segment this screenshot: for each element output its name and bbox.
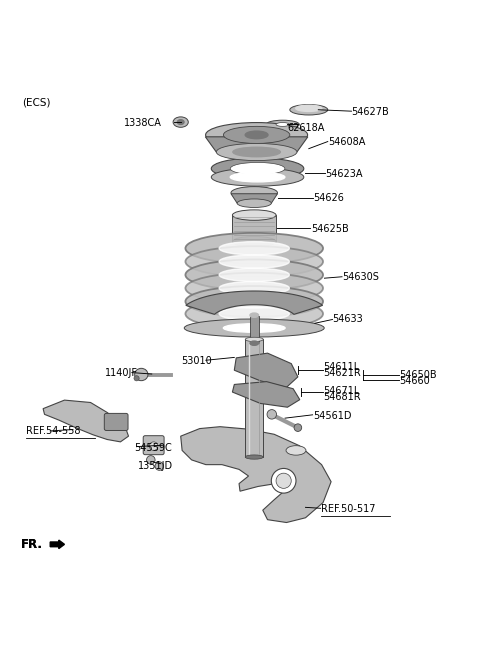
Circle shape [146, 456, 155, 464]
FancyBboxPatch shape [143, 436, 164, 455]
Ellipse shape [230, 163, 285, 174]
Ellipse shape [267, 409, 276, 419]
Ellipse shape [223, 127, 290, 144]
Ellipse shape [290, 104, 328, 115]
Ellipse shape [286, 445, 306, 455]
Polygon shape [234, 353, 298, 387]
Ellipse shape [185, 298, 323, 329]
Polygon shape [180, 426, 331, 523]
Circle shape [155, 462, 164, 470]
Text: 54559C: 54559C [135, 443, 172, 453]
Circle shape [149, 442, 158, 451]
Ellipse shape [250, 341, 259, 345]
Ellipse shape [205, 123, 308, 147]
FancyArrow shape [50, 540, 64, 548]
Polygon shape [186, 291, 323, 314]
Bar [250, 316, 259, 343]
Ellipse shape [296, 105, 322, 112]
Ellipse shape [276, 473, 291, 488]
Ellipse shape [219, 241, 289, 255]
Text: 54681R: 54681R [323, 392, 360, 401]
Polygon shape [205, 137, 308, 152]
Ellipse shape [233, 147, 280, 157]
Polygon shape [231, 194, 277, 203]
Ellipse shape [219, 295, 289, 308]
Ellipse shape [185, 246, 323, 277]
Polygon shape [232, 382, 300, 407]
Text: 53010: 53010 [180, 356, 212, 366]
Ellipse shape [135, 368, 148, 380]
Ellipse shape [173, 117, 188, 127]
Ellipse shape [211, 168, 304, 186]
Ellipse shape [232, 210, 276, 220]
Text: 54671L: 54671L [323, 386, 360, 396]
Ellipse shape [178, 119, 184, 125]
Ellipse shape [219, 268, 289, 281]
Ellipse shape [185, 259, 323, 291]
Ellipse shape [245, 131, 268, 138]
Ellipse shape [245, 337, 263, 342]
Ellipse shape [185, 273, 323, 304]
Text: 54621R: 54621R [323, 368, 361, 378]
Text: 62618A: 62618A [288, 123, 325, 133]
Ellipse shape [271, 468, 296, 493]
Text: REF.50-517: REF.50-517 [321, 504, 375, 514]
Ellipse shape [223, 323, 285, 333]
Ellipse shape [219, 307, 289, 320]
Text: 54561D: 54561D [313, 411, 352, 420]
Text: 54623A: 54623A [325, 169, 363, 179]
Text: 1351JD: 1351JD [138, 461, 173, 470]
Text: 54633: 54633 [333, 314, 363, 325]
Ellipse shape [185, 233, 323, 264]
Ellipse shape [276, 123, 289, 127]
Ellipse shape [266, 120, 300, 129]
Text: (ECS): (ECS) [22, 98, 50, 108]
Ellipse shape [245, 455, 263, 459]
Bar [245, 339, 263, 457]
Text: 54650B: 54650B [399, 371, 437, 380]
Ellipse shape [185, 286, 323, 317]
Bar [232, 215, 276, 241]
Text: REF.54-558: REF.54-558 [25, 426, 80, 436]
Text: 54660: 54660 [399, 376, 430, 386]
Ellipse shape [211, 158, 304, 179]
Text: 1140JF: 1140JF [105, 367, 138, 378]
Ellipse shape [237, 199, 271, 207]
Text: 54627B: 54627B [351, 107, 389, 117]
Text: 54630S: 54630S [342, 272, 379, 282]
Ellipse shape [219, 281, 289, 295]
Text: 54608A: 54608A [328, 136, 365, 146]
Ellipse shape [232, 236, 276, 247]
Ellipse shape [231, 186, 277, 199]
FancyBboxPatch shape [104, 413, 128, 430]
Text: FR.: FR. [21, 538, 43, 551]
Ellipse shape [219, 255, 289, 268]
Text: 54625B: 54625B [311, 224, 349, 234]
Ellipse shape [250, 313, 259, 318]
Ellipse shape [216, 144, 297, 161]
Ellipse shape [134, 376, 139, 381]
Ellipse shape [184, 319, 324, 337]
Ellipse shape [230, 173, 285, 182]
Ellipse shape [294, 424, 301, 432]
Text: FR.: FR. [21, 538, 43, 551]
Text: 54611L: 54611L [323, 362, 359, 372]
Text: 54626: 54626 [313, 194, 345, 203]
Text: 1338CA: 1338CA [124, 117, 162, 127]
Polygon shape [43, 400, 129, 442]
